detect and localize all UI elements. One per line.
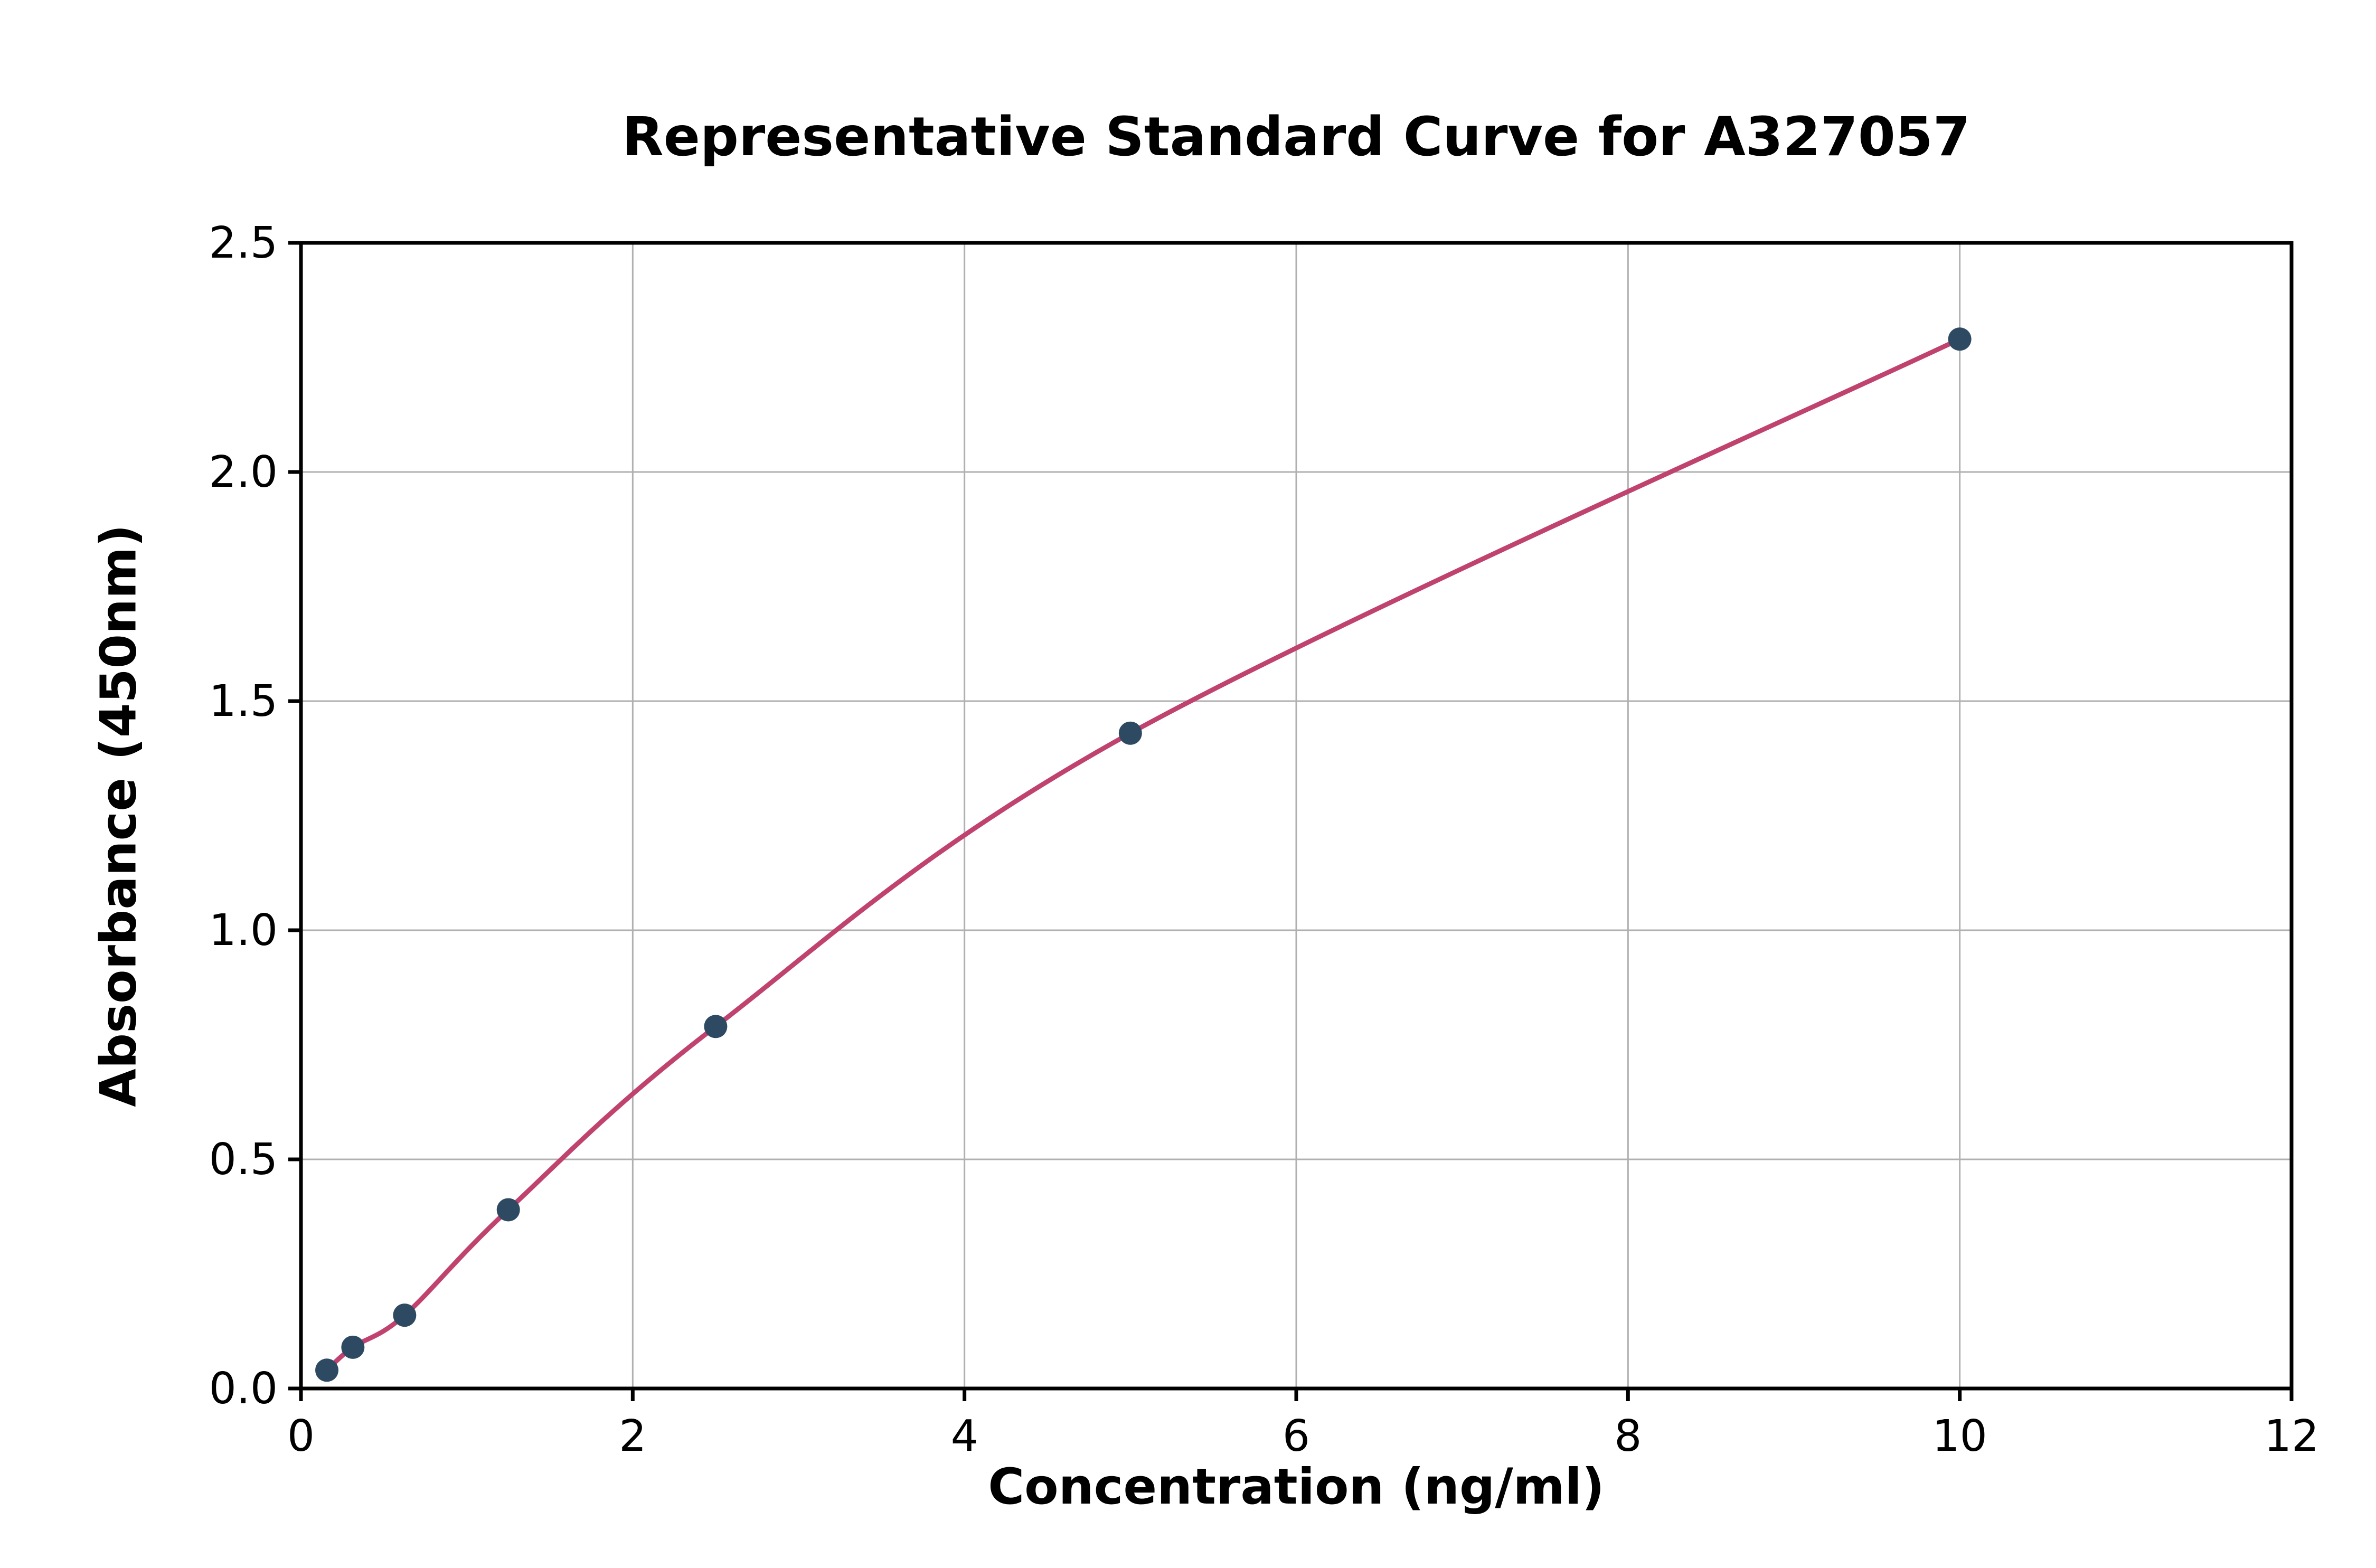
y-tick-label: 2.0 [209, 447, 278, 497]
y-tick-label: 2.5 [209, 218, 278, 268]
y-tick-label: 0.0 [209, 1364, 278, 1414]
data-point [341, 1335, 365, 1359]
x-axis-label: Concentration (ng/ml) [988, 1458, 1605, 1516]
standard-curve-line [324, 336, 1963, 1373]
y-tick-label: 1.0 [209, 905, 278, 956]
x-tick-label: 10 [1932, 1411, 1987, 1461]
data-point [496, 1198, 520, 1222]
data-point [704, 1015, 728, 1038]
y-tick-label: 1.5 [209, 676, 278, 726]
x-tick-label: 4 [951, 1411, 978, 1461]
data-point [1948, 327, 1972, 351]
data-point [393, 1303, 417, 1327]
x-tick-label: 8 [1614, 1411, 1642, 1461]
x-tick-label: 12 [2264, 1411, 2319, 1461]
x-tick-label: 6 [1283, 1411, 1310, 1461]
x-tick-label: 0 [287, 1411, 315, 1461]
y-tick-label: 0.5 [209, 1135, 278, 1185]
data-point [1118, 721, 1142, 745]
x-tick-label: 2 [619, 1411, 646, 1461]
data-point [315, 1358, 339, 1382]
chart-title: Representative Standard Curve for A32705… [622, 106, 1970, 168]
